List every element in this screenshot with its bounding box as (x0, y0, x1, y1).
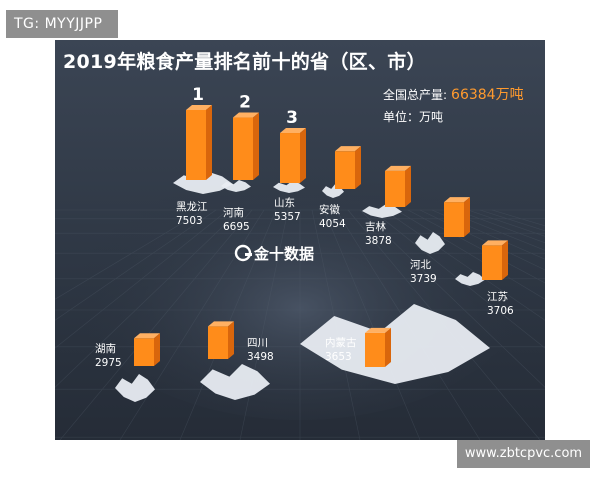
bar-front (482, 245, 502, 280)
bar-side (154, 333, 160, 366)
bar-side (228, 321, 234, 359)
logo-icon-tail (245, 253, 252, 256)
bar-side (300, 128, 306, 183)
bar-side (206, 105, 212, 180)
province-name-label: 吉林 (365, 220, 386, 233)
rank-label-3: 3 (286, 108, 298, 128)
national-total: 全国总产量: 66384万吨 (383, 84, 524, 104)
province-name-label: 黑龙江 (176, 200, 208, 213)
bar-江苏 (482, 240, 508, 280)
bar-湖南 (134, 333, 160, 366)
bar-front (365, 332, 385, 367)
rank-label-1: 1 (192, 85, 204, 105)
bar-front (233, 117, 253, 180)
bar-top (233, 112, 259, 118)
bar-top (365, 327, 391, 333)
province-name-label: 安徽 (319, 203, 340, 216)
bar-top (335, 146, 361, 152)
bar-吉林 (385, 165, 411, 207)
source-tag: TG: MYYJJPP (6, 10, 118, 38)
province-value-label: 3498 (247, 351, 274, 363)
bar-河南 (233, 112, 259, 180)
bar-top (482, 240, 508, 246)
total-label: 全国总产量: (383, 88, 448, 102)
province-name-label: 四川 (247, 337, 268, 349)
province-value-label: 3739 (410, 273, 437, 285)
bar-front (444, 202, 464, 237)
province-map-7 (115, 374, 155, 402)
bar-side (253, 112, 259, 180)
bar-side (405, 165, 411, 207)
bar-top (444, 197, 470, 203)
province-value-label: 7503 (176, 215, 203, 227)
bar-河北 (444, 197, 470, 237)
province-map-6 (455, 272, 485, 286)
bar-front (186, 110, 206, 180)
bar-内蒙古 (365, 327, 391, 367)
bar-top (385, 165, 411, 171)
province-value-label: 4054 (319, 218, 346, 230)
province-map-2 (273, 181, 305, 193)
province-value-label: 6695 (223, 221, 250, 233)
bar-side (502, 240, 508, 280)
bar-front (280, 133, 300, 183)
province-value-label: 3653 (325, 351, 352, 363)
province-name-label: 江苏 (487, 290, 508, 303)
bar-side (464, 197, 470, 237)
bar-山东 (280, 128, 306, 183)
province-map-4 (362, 204, 402, 218)
unit-label: 单位：万吨 (383, 110, 444, 124)
chart-title: 2019年粮食产量排名前十的省（区、市） (63, 51, 426, 73)
province-name-label: 山东 (274, 196, 295, 209)
province-name-label: 河北 (410, 259, 431, 271)
bar-front (335, 151, 355, 189)
bar-top (134, 333, 160, 339)
bar-top (280, 128, 306, 134)
province-value-label: 5357 (274, 211, 301, 223)
province-name-label: 内蒙古 (325, 336, 357, 349)
rank-label-2: 2 (239, 93, 251, 113)
bar-front (208, 326, 228, 359)
bar-front (385, 170, 405, 207)
province-map-8 (200, 364, 270, 400)
province-map-1 (221, 180, 251, 192)
bar-top (186, 105, 212, 110)
bar-四川 (208, 321, 234, 359)
bar-top (208, 321, 234, 327)
province-map-5 (415, 232, 445, 254)
province-value-label: 3706 (487, 305, 514, 317)
bar-side (355, 146, 361, 189)
total-value: 66384万吨 (451, 87, 524, 103)
province-value-label: 2975 (95, 357, 122, 369)
infographic-panel: 1 2 3 黑龙江 7503 河南 6695 山东 5357 安徽 4054 吉林 3878 河北 3739… (55, 40, 545, 440)
province-value-label: 3878 (365, 235, 392, 247)
province-name-label: 湖南 (95, 342, 116, 355)
watermark: www.zbtcpvc.com (457, 440, 590, 468)
bar-side (385, 327, 391, 367)
bar-安徽 (335, 146, 361, 189)
bar-chart: 1 2 3 黑龙江 7503 河南 6695 山东 5357 安徽 4054 吉林 3878 河北 3739… (55, 85, 545, 440)
bar-front (134, 338, 154, 366)
province-name-label: 河南 (223, 206, 244, 219)
logo-text: 金十数据 (253, 245, 314, 263)
jin10-logo: 金十数据 (234, 244, 314, 263)
province-map-9 (300, 304, 490, 384)
bar-黑龙江 (186, 105, 212, 180)
